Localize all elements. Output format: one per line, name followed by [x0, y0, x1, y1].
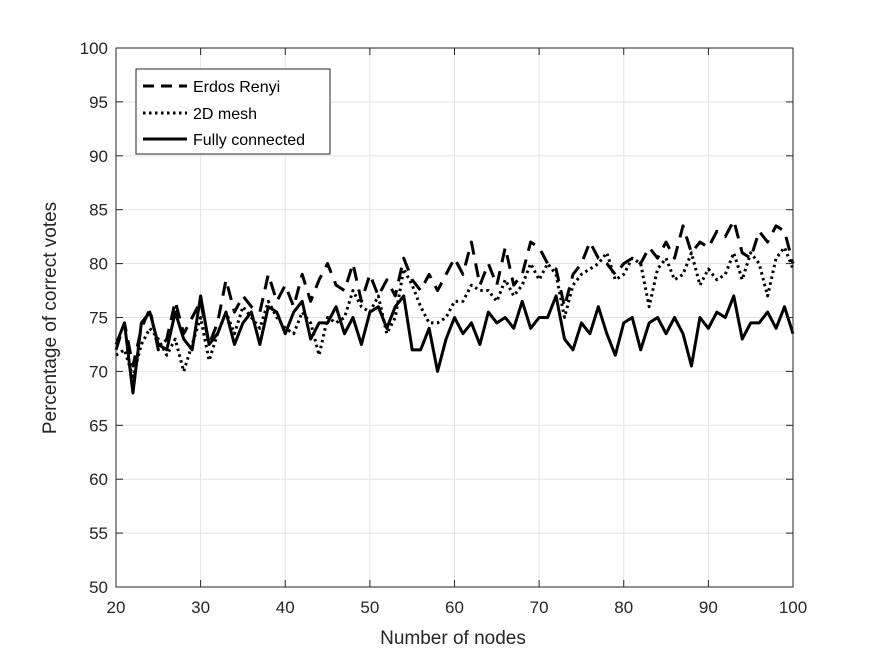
x-tick-label: 40 [276, 598, 295, 617]
series-line-3 [114, 294, 795, 395]
legend-label-2d-mesh: 2D mesh [193, 106, 257, 123]
axes [115, 47, 794, 588]
y-tick-label: 70 [89, 362, 108, 381]
legend-label-erdos-renyi: Erdos Renyi [193, 79, 280, 96]
x-tick-label: 20 [107, 598, 126, 617]
y-tick-label: 65 [89, 416, 108, 435]
y-tick-label: 85 [89, 201, 108, 220]
series-line-1 [114, 218, 795, 368]
x-tick-label: 50 [360, 598, 379, 617]
y-tick-label: 100 [80, 39, 108, 58]
x-tick-label: 60 [445, 598, 464, 617]
legend: Erdos Renyi 2D mesh Fully connected [135, 68, 331, 155]
y-axis-label: Percentage of correct votes [40, 202, 61, 434]
x-tick-label: 100 [779, 598, 807, 617]
tick-labels: 20 30 40 50 60 70 80 90 100 50 55 60 65 70 75 80 85 90 95 1… [80, 39, 808, 617]
y-tick-label: 55 [89, 524, 108, 543]
x-tick-label: 70 [530, 598, 549, 617]
x-tick-label: 30 [191, 598, 210, 617]
y-tick-label: 80 [89, 255, 108, 274]
y-tick-label: 90 [89, 147, 108, 166]
x-tick-label: 90 [699, 598, 718, 617]
y-tick-label: 75 [89, 309, 108, 328]
x-tick-label: 80 [614, 598, 633, 617]
legend-label-fully-connected: Fully connected [193, 132, 305, 149]
series-layer [114, 218, 795, 395]
grid-lines [115, 47, 794, 588]
y-tick-label: 60 [89, 470, 108, 489]
y-tick-label: 95 [89, 93, 108, 112]
x-axis-label: Number of nodes [380, 628, 526, 649]
y-tick-label: 50 [89, 578, 108, 597]
